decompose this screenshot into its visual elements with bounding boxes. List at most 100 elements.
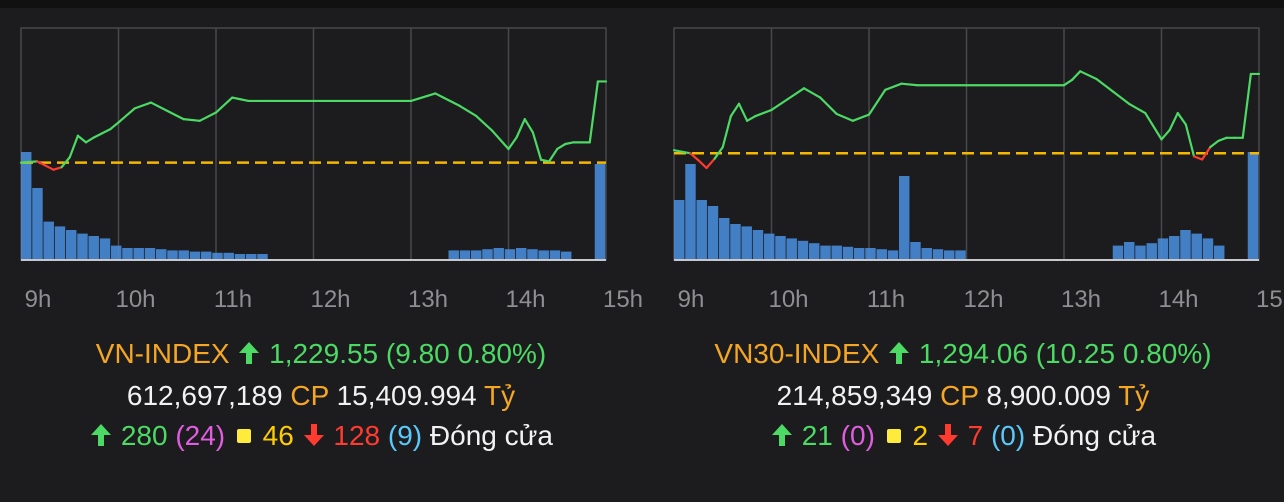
- declines-count: 128: [333, 420, 381, 451]
- volume-bar: [764, 233, 775, 260]
- vn-index-summary: VN-INDEX 1,229.55 (9.80 0.80%): [0, 338, 642, 373]
- price-segment: [802, 87, 822, 99]
- volume-bar: [944, 250, 955, 260]
- price-segment: [44, 164, 55, 171]
- volume-bar: [504, 249, 516, 260]
- price-segment: [754, 108, 773, 118]
- unchanged-square-icon: [886, 429, 901, 443]
- vn-index-volume-line: 612,697,189 CP 15,409.994 Tỷ: [0, 380, 642, 412]
- volume-bar: [1124, 242, 1135, 260]
- price-segment: [84, 136, 96, 144]
- volume-bar: [32, 188, 43, 260]
- price-segment: [149, 101, 169, 112]
- volume-bar: [752, 230, 764, 260]
- price-segment: [19, 160, 39, 164]
- index-name: VN30-INDEX: [714, 338, 880, 369]
- x-tick-label: 12h: [310, 286, 350, 313]
- volume-bar: [1180, 230, 1191, 260]
- price-segment: [442, 96, 461, 107]
- price-segment: [884, 82, 903, 91]
- price-segment: [672, 149, 692, 155]
- x-tick-label: 10h: [768, 286, 808, 313]
- vn-index-breadth-line: 280 (24) 46 128 (9) Đóng cửa: [0, 420, 642, 455]
- volume-bar: [1202, 238, 1214, 260]
- declines-count: 7: [967, 420, 984, 451]
- unchanged-square-icon: [236, 429, 251, 443]
- volume-bar: [786, 238, 797, 260]
- volume-bar: [594, 164, 606, 260]
- price-segment: [705, 157, 716, 170]
- turnover-unit: Tỷ: [1118, 380, 1150, 411]
- price-segment: [1095, 77, 1114, 93]
- volume-bar: [21, 152, 32, 260]
- price-segment: [1079, 70, 1098, 81]
- ceiling-count: (24): [175, 420, 226, 451]
- x-tick-label: 9h: [25, 286, 52, 313]
- ceiling-count: (0): [840, 420, 875, 451]
- price-segment: [770, 98, 789, 112]
- price-segment: [1184, 123, 1196, 158]
- price-segment: [1071, 70, 1082, 81]
- volume-bar: [234, 254, 246, 260]
- index-name: VN-INDEX: [95, 338, 230, 369]
- price-segment: [556, 142, 567, 151]
- x-tick-label: 13h: [1061, 286, 1101, 313]
- price-segment: [198, 111, 218, 122]
- volume-bar: [1157, 238, 1169, 260]
- x-tick-label: 14h: [1158, 286, 1198, 313]
- price-segment: [900, 82, 919, 87]
- volume-bar: [99, 238, 111, 260]
- volume-bar: [854, 248, 865, 260]
- volume-unit: CP: [940, 380, 979, 411]
- price-segment: [1241, 72, 1252, 139]
- x-tick-label: 14h: [505, 286, 545, 313]
- volume-bar: [831, 245, 842, 260]
- price-segment: [1160, 128, 1171, 141]
- volume-bar: [1214, 245, 1225, 260]
- price-segment: [737, 102, 749, 122]
- arrow-up-icon: [89, 422, 113, 455]
- arrow-down-icon: [936, 422, 960, 455]
- turnover-unit: Tỷ: [483, 380, 516, 411]
- price-segment: [1192, 155, 1204, 161]
- index-change: (10.25 0.80%): [1035, 338, 1212, 369]
- volume-bar: [797, 240, 809, 260]
- floor-count: (0): [990, 420, 1026, 451]
- volume-bar: [865, 248, 876, 260]
- price-segment: [109, 121, 120, 131]
- price-segment: [746, 115, 757, 122]
- volume-value: 214,859,349: [776, 380, 933, 411]
- volume-bar: [842, 246, 854, 260]
- vn-index-chart: 9h 10h 11h 12h 13h 14h 15h: [19, 27, 643, 313]
- price-segment: [1144, 111, 1163, 141]
- price-segment: [214, 96, 234, 114]
- volume-bar: [1146, 243, 1157, 260]
- volume-bar: [820, 245, 831, 260]
- price-segment: [729, 102, 741, 118]
- volume-bar: [54, 226, 66, 260]
- price-segment: [1127, 102, 1147, 115]
- volume-bar: [527, 249, 538, 260]
- x-tick-label: 11h: [867, 286, 905, 313]
- volume-bar: [133, 248, 144, 260]
- price-segment: [507, 136, 518, 151]
- volume-bar: [257, 254, 268, 260]
- market-status: Đóng cửa: [429, 420, 553, 451]
- volume-bar: [719, 218, 730, 260]
- volume-bar: [77, 233, 88, 260]
- volume-bar: [212, 252, 223, 260]
- volume-bar: [561, 251, 572, 260]
- price-segment: [231, 96, 242, 101]
- price-segment: [166, 109, 185, 121]
- price-segment: [713, 145, 724, 160]
- price-segment: [76, 134, 88, 144]
- price-segment: [1201, 145, 1212, 161]
- arrow-up-icon: [237, 340, 261, 373]
- x-tick-label: 12h: [963, 286, 1003, 313]
- price-segment: [117, 107, 136, 124]
- volume-bar: [775, 236, 786, 260]
- turnover-value: 15,409.994: [336, 380, 477, 411]
- price-segment: [1111, 90, 1131, 105]
- volume-unit: CP: [290, 380, 329, 411]
- volume-bar: [910, 242, 921, 260]
